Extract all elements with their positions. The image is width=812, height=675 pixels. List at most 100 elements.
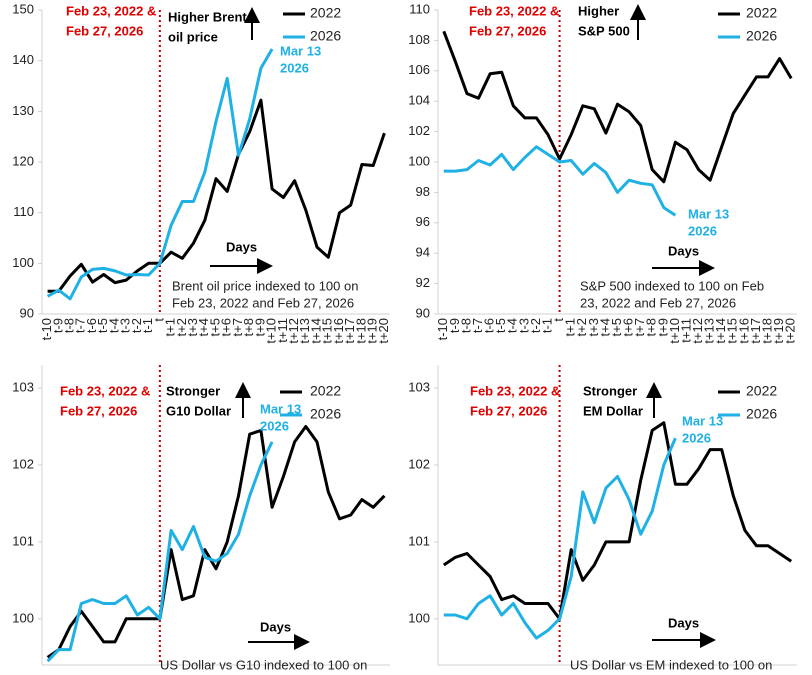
end-label: 2026	[682, 430, 711, 445]
x-tick-label: t+16	[331, 318, 346, 344]
x-tick-label: t+20	[376, 318, 391, 344]
y-tick-label: 140	[12, 52, 34, 67]
x-tick-label: t+6	[219, 318, 234, 336]
y-tick-label: 102	[408, 456, 430, 471]
end-label: 2026	[280, 60, 309, 75]
footnote: Brent oil price indexed to 100 on	[172, 278, 358, 293]
days-label: Days	[668, 243, 699, 258]
legend-label: 2026	[310, 406, 341, 422]
x-tick-label: t+10	[264, 318, 279, 344]
x-tick-label: t+3	[185, 318, 200, 336]
days-label: Days	[668, 615, 699, 630]
end-label: 2026	[688, 223, 717, 238]
date-note: Feb 23, 2022 &	[470, 383, 560, 398]
legend-label: 2022	[746, 5, 777, 21]
footnote: 23, 2022 and Feb 27, 2026	[580, 295, 736, 310]
x-tick-label: t+20	[783, 318, 798, 344]
x-tick-label: t-9	[447, 318, 462, 333]
x-tick-label: t+18	[759, 318, 774, 344]
x-tick-label: t+11	[678, 318, 693, 343]
y-tick-label: 120	[12, 153, 34, 168]
x-tick-label: t-5	[95, 318, 110, 333]
date-note: Feb 27, 2026	[469, 23, 546, 38]
x-tick-label: t+7	[632, 318, 647, 336]
series-line	[443, 145, 677, 217]
legend-label: 2026	[746, 28, 777, 44]
date-note: Feb 27, 2026	[66, 23, 143, 38]
x-tick-label: t-10	[435, 318, 450, 340]
y-tick-label: 103	[408, 380, 430, 395]
x-tick-label: t+5	[609, 318, 624, 336]
x-tick-label: t-8	[458, 318, 473, 333]
x-tick-label: t+15	[320, 318, 335, 344]
x-tick-label: t+10	[667, 318, 682, 344]
legend-label: 2026	[310, 28, 341, 44]
x-tick-label: t-1	[539, 318, 554, 333]
x-tick-label: t+1	[563, 318, 578, 336]
x-tick-label: t+18	[353, 318, 368, 344]
x-tick-label: t+17	[748, 318, 763, 344]
y-tick-label: 102	[408, 123, 430, 138]
x-tick-label: t+19	[365, 318, 380, 344]
direction-note: Stronger	[583, 383, 637, 398]
x-tick-label: t-8	[62, 318, 77, 333]
y-tick-label: 103	[12, 380, 34, 395]
series-line	[443, 437, 677, 640]
y-tick-label: 100	[12, 610, 34, 625]
legend-label: 2022	[310, 5, 341, 21]
end-label: 2026	[260, 418, 289, 433]
y-tick-label: 96	[416, 214, 430, 229]
direction-note: Stronger	[166, 383, 220, 398]
series-line	[46, 425, 386, 659]
x-tick-label: t+8	[241, 318, 256, 336]
y-tick-label: 98	[416, 184, 430, 199]
x-tick-label: t+12	[286, 318, 301, 344]
y-tick-label: 101	[408, 533, 430, 548]
date-note: Feb 27, 2026	[60, 403, 137, 418]
x-tick-label: t-4	[505, 318, 520, 333]
x-tick-label: t+8	[644, 318, 659, 336]
x-tick-label: t-9	[50, 318, 65, 333]
x-tick-label: t-2	[129, 318, 144, 333]
x-tick-label: t+5	[207, 318, 222, 336]
x-tick-label: t+16	[736, 318, 751, 344]
x-tick-label: t-6	[482, 318, 497, 333]
series-line	[46, 48, 274, 301]
y-tick-label: 100	[12, 255, 34, 270]
x-tick-label: t+13	[297, 318, 312, 344]
y-tick-label: 104	[408, 93, 430, 108]
y-tick-label: 108	[408, 32, 430, 47]
x-tick-label: t-4	[106, 318, 121, 333]
x-tick-label: t+12	[690, 318, 705, 344]
x-tick-label: t-1	[140, 318, 155, 333]
x-tick-label: t+9	[655, 318, 670, 336]
footnote: Feb 23, 2022 and Feb 27, 2026	[172, 295, 354, 310]
x-tick-label: t-2	[528, 318, 543, 333]
legend-label: 2026	[746, 406, 777, 422]
end-label: Mar 13	[682, 413, 723, 428]
x-tick-label: t+3	[586, 318, 601, 336]
x-tick-label: t+15	[725, 318, 740, 344]
footnote: S&P 500 indexed to 100 on Feb	[580, 278, 764, 293]
x-tick-label: t+13	[702, 318, 717, 344]
date-note: Feb 27, 2026	[470, 403, 547, 418]
x-tick-label: t+19	[771, 318, 786, 344]
direction-note: S&P 500	[578, 23, 630, 38]
y-tick-label: 100	[408, 610, 430, 625]
y-tick-label: 102	[12, 456, 34, 471]
date-note: Feb 23, 2022 &	[60, 383, 150, 398]
x-tick-label: t+1	[163, 318, 178, 336]
y-tick-label: 106	[408, 62, 430, 77]
x-tick-label: t	[551, 318, 566, 322]
y-tick-label: 90	[416, 305, 430, 320]
x-tick-label: t+7	[230, 318, 245, 336]
x-tick-label: t+17	[342, 318, 357, 344]
direction-note: G10 Dollar	[166, 403, 231, 418]
x-tick-label: t+4	[196, 318, 211, 336]
direction-note: oil price	[168, 29, 218, 44]
series-line	[442, 30, 793, 184]
x-tick-label: t+2	[574, 318, 589, 336]
date-note: Feb 23, 2022 &	[66, 3, 156, 18]
footnote: US Dollar vs G10 indexed to 100 on	[160, 657, 367, 672]
